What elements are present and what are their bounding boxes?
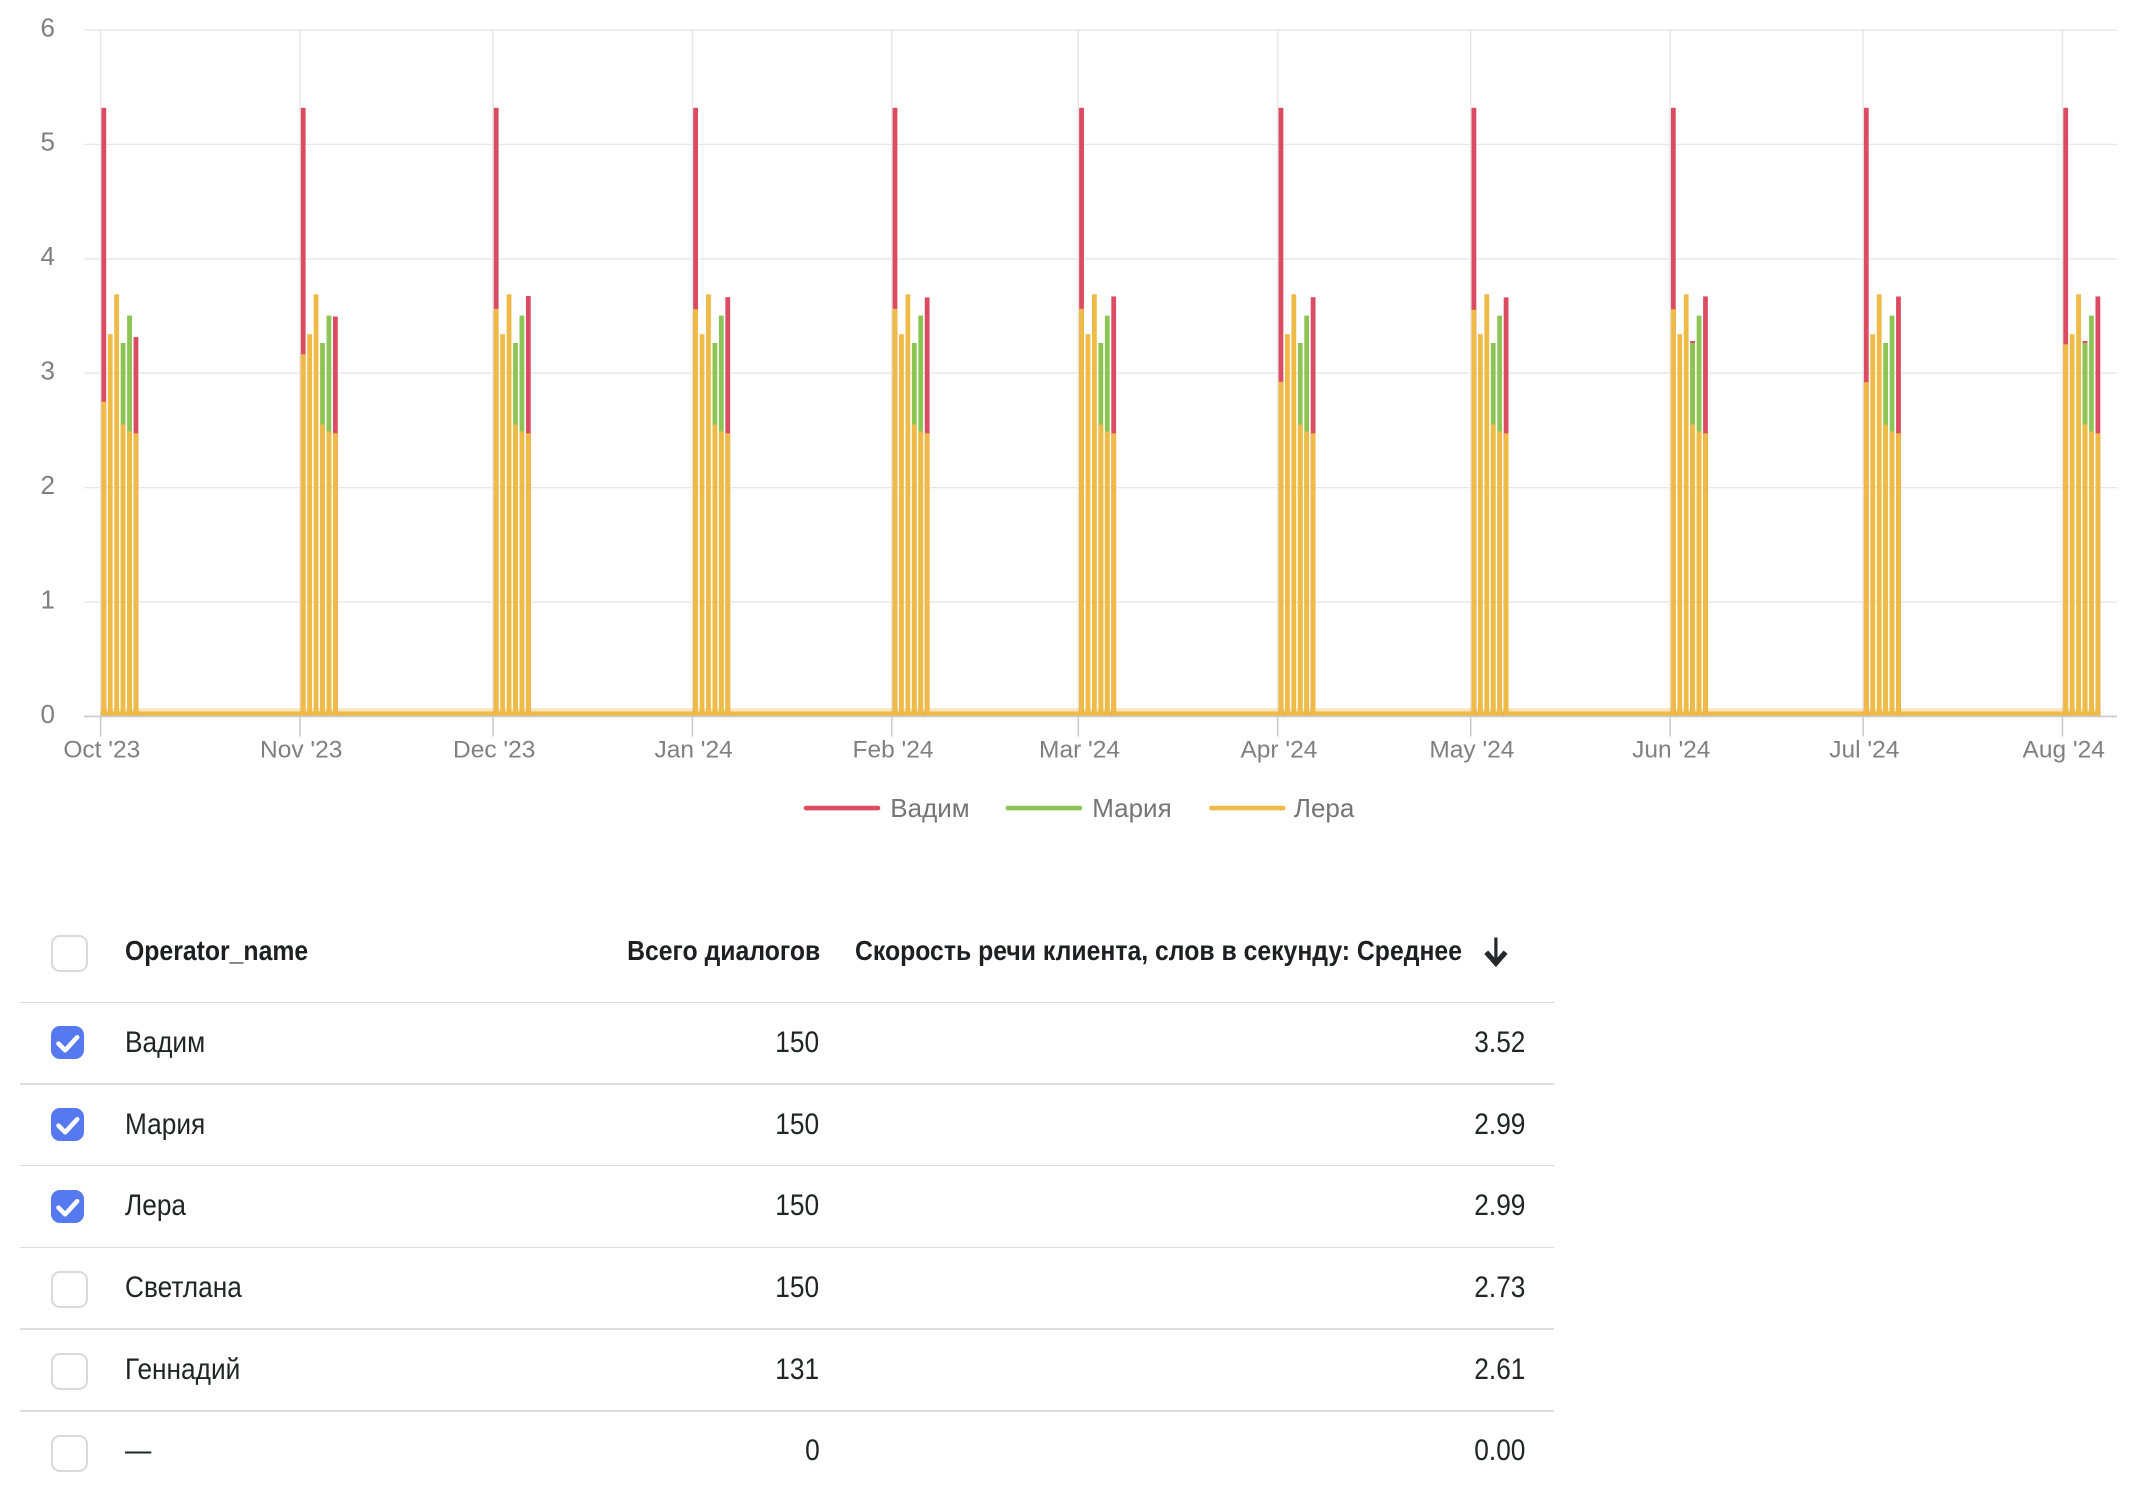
svg-text:Mar '24: Mar '24 [1039, 737, 1120, 764]
svg-text:4: 4 [41, 241, 55, 271]
svg-text:6: 6 [41, 12, 55, 42]
svg-text:Dec '23: Dec '23 [453, 737, 535, 764]
svg-text:Jan '24: Jan '24 [654, 737, 732, 764]
svg-text:Oct '23: Oct '23 [63, 737, 140, 764]
svg-text:0: 0 [41, 699, 55, 729]
svg-text:1: 1 [41, 584, 55, 614]
svg-text:Мария: Мария [1092, 793, 1171, 823]
svg-text:Nov '23: Nov '23 [260, 737, 342, 764]
svg-text:Jul '24: Jul '24 [1829, 737, 1899, 764]
svg-text:Лера: Лера [1294, 793, 1355, 823]
svg-text:Jun '24: Jun '24 [1632, 737, 1710, 764]
svg-text:May '24: May '24 [1429, 737, 1514, 764]
svg-text:2: 2 [41, 470, 55, 500]
svg-text:Apr '24: Apr '24 [1240, 737, 1317, 764]
svg-text:5: 5 [41, 127, 55, 157]
svg-text:Вадим: Вадим [890, 793, 969, 823]
svg-text:3: 3 [41, 356, 55, 386]
svg-text:Feb '24: Feb '24 [853, 737, 934, 764]
svg-text:Aug '24: Aug '24 [2023, 737, 2105, 764]
